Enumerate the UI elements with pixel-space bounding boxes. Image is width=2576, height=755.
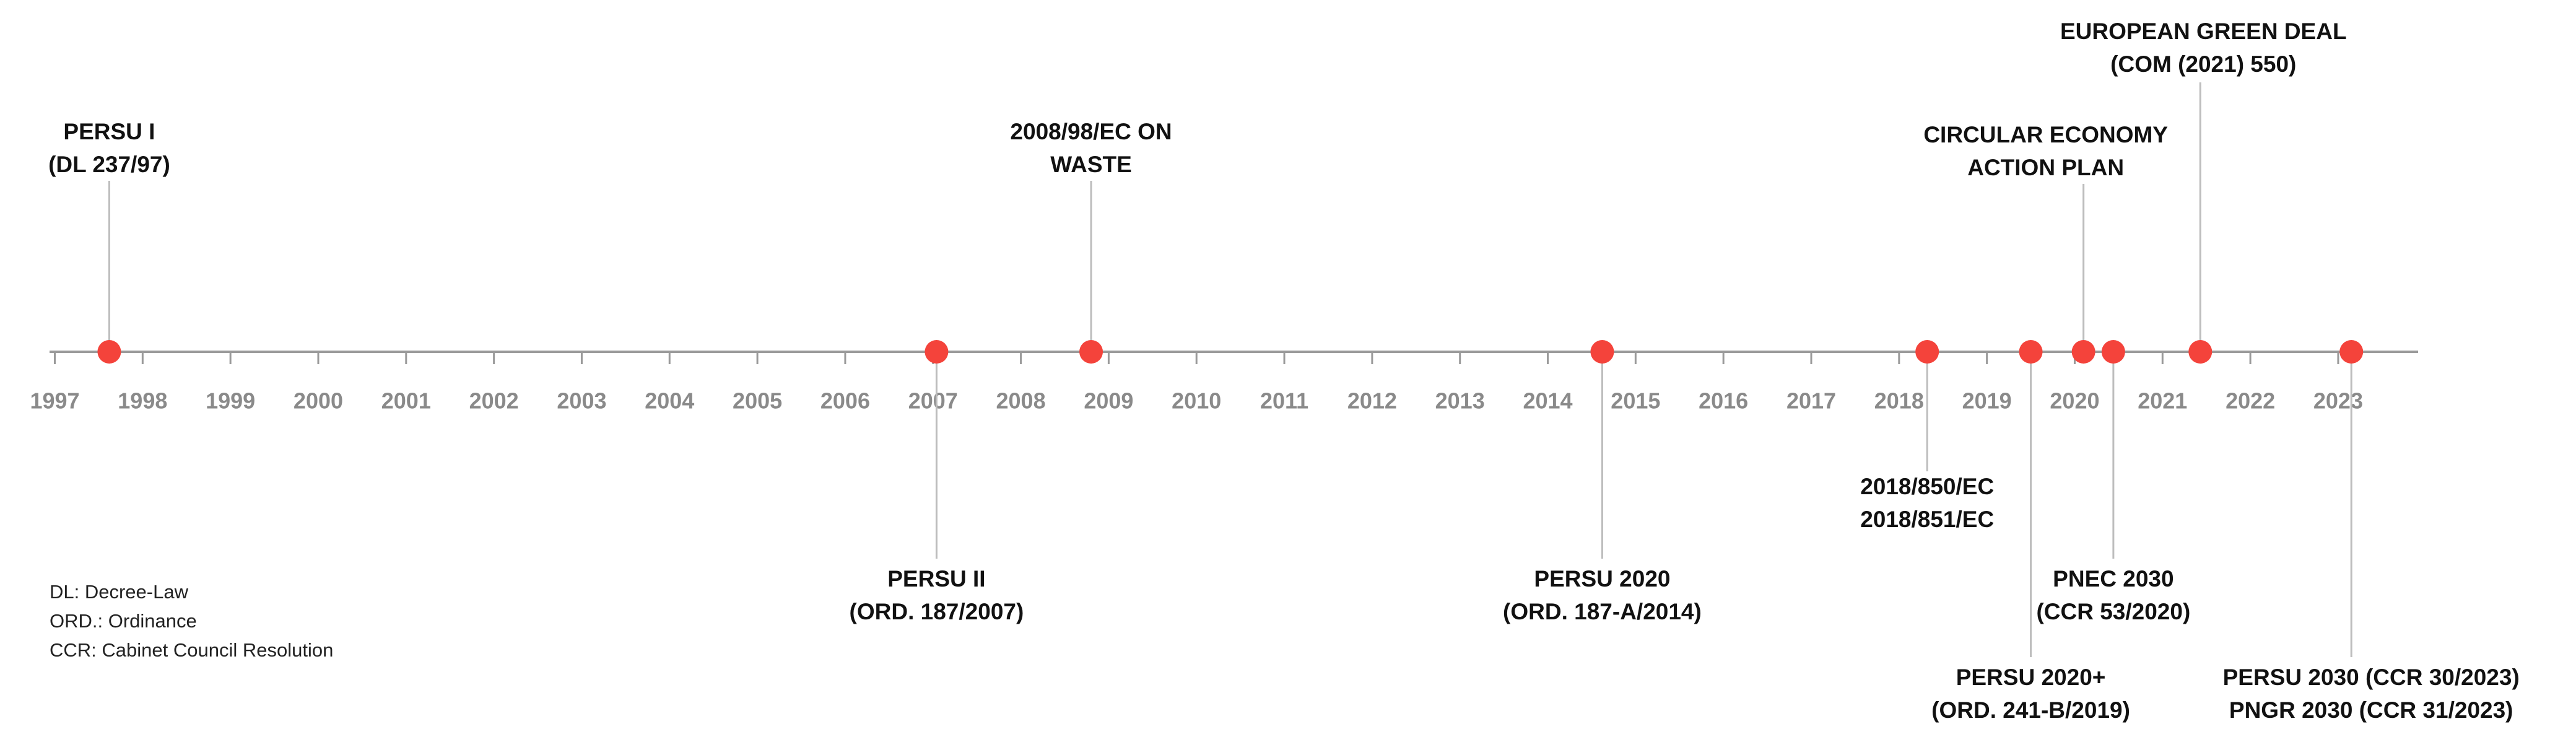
x-tick-label: 2001 bbox=[381, 388, 431, 414]
x-tick-label: 2016 bbox=[1699, 388, 1748, 414]
x-tick-label: 2014 bbox=[1523, 388, 1572, 414]
x-tick-label: 2019 bbox=[1962, 388, 2012, 414]
x-tick-label: 2007 bbox=[908, 388, 958, 414]
x-tick-label: 2009 bbox=[1084, 388, 1133, 414]
event-label: 2018/850/EC bbox=[1860, 474, 1994, 499]
event-label: PNGR 2030 (CCR 31/2023) bbox=[2229, 697, 2513, 723]
x-tick-label: 2021 bbox=[2138, 388, 2187, 414]
event-label: PERSU 2020 bbox=[1534, 566, 1670, 591]
x-tick-label: 1998 bbox=[118, 388, 167, 414]
x-tick-label: 2017 bbox=[1786, 388, 1836, 414]
legend-note: CCR: Cabinet Council Resolution bbox=[50, 639, 333, 661]
event-label: PNEC 2030 bbox=[2053, 566, 2174, 591]
event-dot bbox=[97, 340, 121, 364]
event-label: PERSU 2020+ bbox=[1956, 665, 2106, 690]
event-label: (ORD. 187/2007) bbox=[850, 599, 1024, 624]
event-label: PERSU 2030 (CCR 30/2023) bbox=[2223, 665, 2520, 690]
event-label: CIRCULAR ECONOMY bbox=[1923, 122, 2168, 147]
x-tick-label: 2008 bbox=[996, 388, 1046, 414]
event-dot bbox=[1915, 340, 1939, 364]
event-dot bbox=[2188, 340, 2213, 364]
event-label: PERSU I bbox=[63, 119, 155, 144]
event-label: 2018/851/EC bbox=[1860, 507, 1994, 532]
event-dot bbox=[1590, 340, 1614, 364]
x-tick-label: 2013 bbox=[1435, 388, 1485, 414]
x-tick-label: 2010 bbox=[1172, 388, 1221, 414]
event-dot bbox=[2071, 340, 2095, 364]
x-tick-label: 1999 bbox=[206, 388, 255, 414]
event-label: PERSU II bbox=[887, 566, 985, 591]
event-dot bbox=[925, 340, 949, 364]
x-tick-label: 1997 bbox=[30, 388, 79, 414]
x-tick-label: 2004 bbox=[645, 388, 694, 414]
x-tick-label: 2022 bbox=[2226, 388, 2275, 414]
x-tick-label: 2020 bbox=[2050, 388, 2099, 414]
event-label: (CCR 53/2020) bbox=[2036, 599, 2190, 624]
event-dot bbox=[2339, 340, 2364, 364]
event-label: 2008/98/EC ON bbox=[1010, 119, 1172, 144]
x-tick-label: 2005 bbox=[733, 388, 782, 414]
event-label: EUROPEAN GREEN DEAL bbox=[2060, 19, 2347, 44]
x-tick-label: 2000 bbox=[294, 388, 343, 414]
event-label: (ORD. 187-A/2014) bbox=[1503, 599, 1702, 624]
x-tick-label: 2012 bbox=[1347, 388, 1397, 414]
legend-note: DL: Decree-Law bbox=[50, 581, 189, 603]
event-label: (ORD. 241-B/2019) bbox=[1931, 697, 2130, 723]
x-tick-label: 2006 bbox=[820, 388, 870, 414]
x-tick-label: 2002 bbox=[469, 388, 519, 414]
legend-note: ORD.: Ordinance bbox=[50, 610, 197, 632]
event-dot bbox=[2019, 340, 2043, 364]
event-label: ACTION PLAN bbox=[1967, 155, 2124, 180]
x-tick-label: 2015 bbox=[1611, 388, 1660, 414]
event-dot bbox=[2101, 340, 2125, 364]
event-label: WASTE bbox=[1050, 152, 1132, 177]
x-tick-label: 2018 bbox=[1874, 388, 1924, 414]
event-label: (COM (2021) 550) bbox=[2110, 51, 2296, 77]
x-tick-label: 2003 bbox=[557, 388, 606, 414]
event-label: (DL 237/97) bbox=[48, 152, 170, 177]
x-tick-label: 2023 bbox=[2313, 388, 2363, 414]
x-tick-label: 2011 bbox=[1260, 388, 1308, 414]
event-dot bbox=[1079, 340, 1103, 364]
